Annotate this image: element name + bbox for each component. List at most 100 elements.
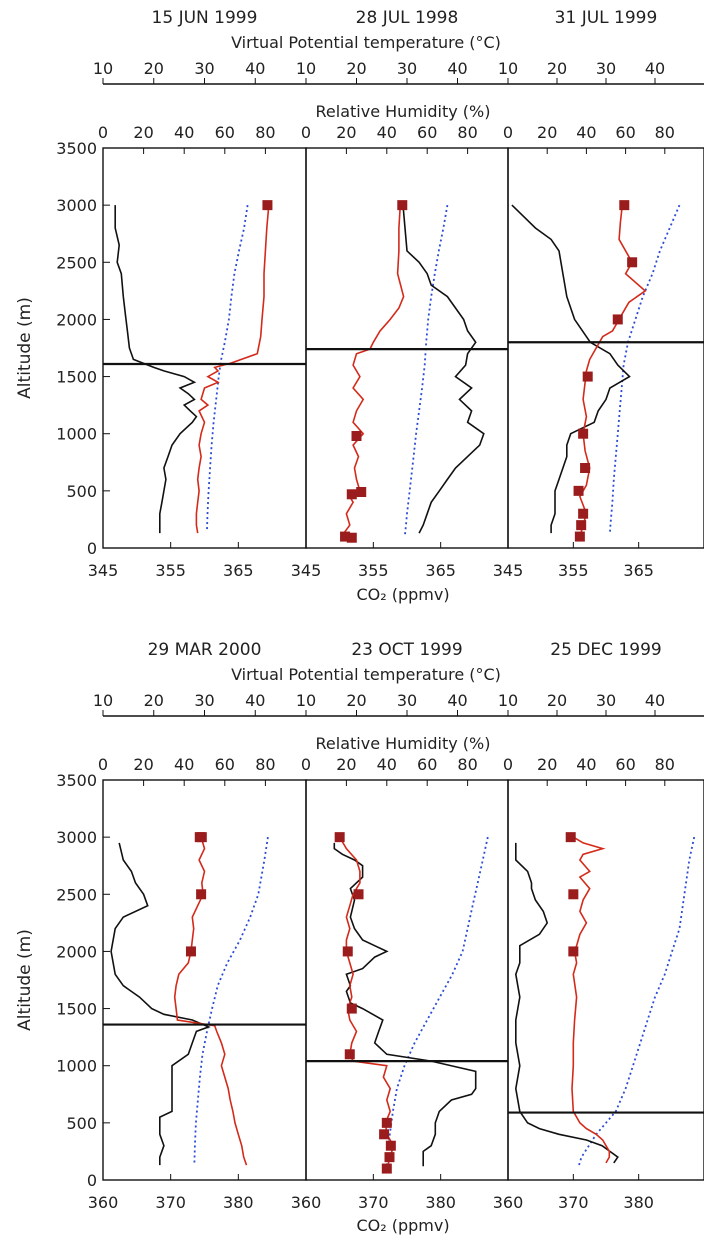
vpt-tick-label: 10 [93,691,113,710]
vpt-tick-label: 40 [447,59,467,78]
vpt-tick-label: 40 [447,691,467,710]
panel-frame [507,779,704,1181]
co2-sample-marker [346,532,357,543]
co2-sample-marker [384,1152,395,1163]
co2-profile-line [341,205,405,539]
y-tick-label: 1000 [56,425,97,444]
co2-sample-marker [351,431,362,441]
co2-tick-label: 365 [425,561,456,580]
co2-sample-marker [342,946,353,957]
co2-sample-marker [346,1003,357,1014]
co2-profile-line [195,205,270,534]
rh-tick-label: 40 [174,755,194,774]
rh-tick-label: 20 [336,755,356,774]
co2-tick-label: 380 [425,1193,456,1212]
rh-profile-line [514,842,619,1164]
co2-sample-marker [340,531,351,542]
panel: 23 OCT 1999 10 20 30 40 0 20 40 60 80 360 370 380 [291,640,509,1212]
rh-tick-label: 80 [655,123,675,142]
rh-tick-label: 20 [133,755,153,774]
panel-title: 23 OCT 1999 [351,640,462,660]
vpt-tick-label: 10 [296,691,316,710]
y-tick-label: 500 [66,1114,97,1133]
rh-tick-label: 20 [537,755,557,774]
y-tick-label: 2500 [56,885,97,904]
y-tick-label: 0 [87,539,97,558]
vpt-tick-label: 20 [144,691,164,710]
rh-tick-label: 80 [255,123,275,142]
y-axis-label: Altitude (m) [15,929,35,1031]
rh-tick-label: 40 [377,755,397,774]
y-tick-label: 1500 [56,1000,97,1019]
co2-sample-marker [356,487,367,497]
y-tick-label: 2000 [56,942,97,961]
vpt-profile-line [193,836,269,1163]
vpt-tick-label: 20 [144,59,164,78]
rh-tick-label: 60 [215,755,235,774]
rh-tick-label: 80 [457,755,477,774]
co2-sample-marker [612,314,623,325]
co2-sample-marker [344,1049,355,1060]
y-tick-label: 500 [66,482,97,501]
rh-tick-label: 60 [417,123,437,142]
vpt-tick-label: 20 [547,59,567,78]
vpt-tick-label: 10 [498,59,518,78]
rh-profile-line [511,204,631,534]
rh-tick-label: 60 [615,123,635,142]
y-tick-label: 0 [87,1171,97,1190]
y-tick-label: 1500 [56,368,97,387]
rh-profile-line [110,842,211,1166]
vpt-tick-label: 30 [397,691,417,710]
rh-tick-label: 0 [503,123,513,142]
co2-profile-line [579,205,647,537]
rh-axis-label: Relative Humidity (%) [316,734,491,753]
co2-axis-label: CO₂ (ppmv) [356,1216,449,1235]
co2-sample-marker [574,531,585,542]
co2-tick-label: 370 [155,1193,186,1212]
co2-tick-label: 370 [558,1193,589,1212]
panel-title: 25 DEC 1999 [550,640,661,660]
vpt-axis-label: Virtual Potential temperature (°C) [231,33,501,52]
co2-sample-marker [353,889,364,900]
rh-tick-label: 0 [98,123,108,142]
co2-sample-marker [334,832,345,843]
rh-tick-label: 60 [417,755,437,774]
y-tick-label: 3500 [56,771,97,790]
rh-tick-label: 60 [215,123,235,142]
co2-tick-label: 355 [358,561,389,580]
vpt-tick-label: 30 [596,59,616,78]
vpt-tick-label: 30 [596,691,616,710]
rh-profile-line [402,205,485,534]
rh-tick-label: 0 [503,755,513,774]
vpt-profile-line [385,836,489,1166]
rh-tick-label: 80 [655,755,675,774]
co2-sample-marker [573,485,584,496]
rh-tick-label: 40 [576,755,596,774]
vpt-profile-line [578,836,696,1166]
co2-sample-marker [381,1117,392,1128]
vpt-profile-line [206,204,249,531]
co2-sample-marker [568,889,579,900]
vpt-tick-label: 40 [645,691,665,710]
co2-sample-marker [262,200,273,211]
rh-tick-label: 0 [301,123,311,142]
panel-title: 29 MAR 2000 [148,640,262,660]
co2-sample-marker [627,257,638,268]
rh-tick-label: 60 [615,755,635,774]
co2-sample-marker [619,200,630,211]
panel-title: 15 JUN 1999 [152,8,258,28]
rh-tick-label: 40 [174,123,194,142]
co2-tick-label: 360 [291,1193,322,1212]
rh-tick-label: 80 [457,123,477,142]
vpt-tick-label: 40 [245,691,265,710]
y-tick-label: 3000 [56,828,97,847]
co2-sample-marker [565,832,576,843]
co2-sample-marker [379,1129,390,1140]
co2-tick-label: 355 [558,561,589,580]
co2-sample-marker [397,200,408,211]
vpt-tick-label: 20 [346,691,366,710]
co2-profile-line [571,836,611,1164]
panel: 25 DEC 1999 10 20 30 40 0 20 40 60 80 360 370 380 [493,640,704,1212]
vpt-axis-label: Virtual Potential temperature (°C) [231,665,501,684]
